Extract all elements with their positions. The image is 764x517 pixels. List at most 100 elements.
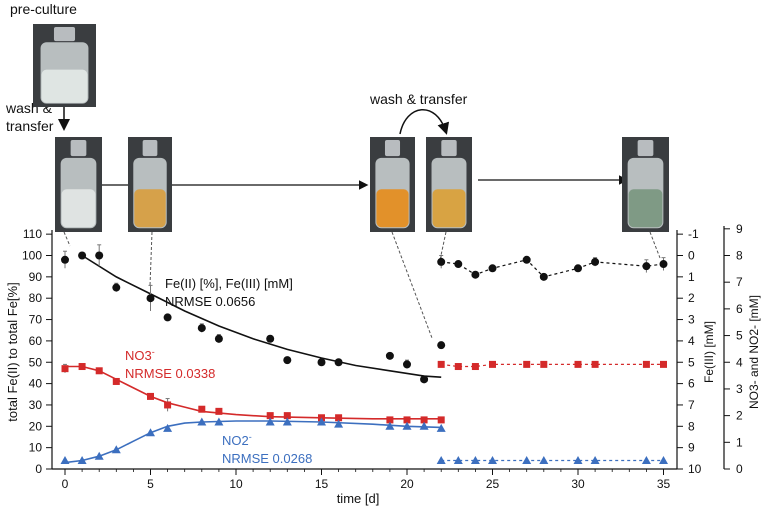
y-fe3-tick-label: 7 bbox=[688, 398, 695, 412]
data-point bbox=[197, 324, 206, 333]
day5-bottle-photo-cap bbox=[142, 140, 158, 157]
data-point bbox=[95, 367, 103, 375]
data-point bbox=[539, 272, 548, 281]
y-axis-no-title: NO3- and NO2- [mM] bbox=[747, 295, 761, 409]
y-fe3-tick-label: 9 bbox=[688, 441, 695, 455]
day5-bottle-photo bbox=[128, 137, 172, 232]
x-tick-label: 15 bbox=[315, 477, 329, 491]
data-point bbox=[642, 360, 650, 368]
data-point bbox=[641, 455, 651, 464]
preculture-bottle-photo-cap bbox=[53, 27, 76, 42]
x-axis-title: time [d] bbox=[337, 491, 380, 506]
data-point bbox=[112, 377, 120, 385]
series-1-line bbox=[441, 259, 664, 278]
data-point bbox=[471, 270, 480, 279]
fe-nrmse: NRMSE 0.0656 bbox=[165, 294, 255, 309]
y-fe3-tick-label: 0 bbox=[688, 249, 695, 263]
no3-sup: - bbox=[152, 347, 155, 357]
day22-bottle-photo-cap bbox=[441, 140, 457, 157]
data-point bbox=[197, 417, 207, 426]
leader-line-day35 bbox=[649, 231, 661, 259]
data-point bbox=[420, 416, 428, 424]
y-left-tick-label: 70 bbox=[29, 313, 43, 327]
day35-bottle-photo-cap bbox=[637, 140, 654, 157]
data-point bbox=[283, 412, 291, 420]
fe-fit bbox=[81, 254, 442, 378]
no3-annotation: NO3- bbox=[125, 347, 155, 363]
data-point bbox=[590, 455, 600, 464]
y-fe3-tick-label: 4 bbox=[688, 334, 695, 348]
y-left-tick-label: 30 bbox=[29, 398, 43, 412]
data-point bbox=[437, 257, 446, 266]
day35-bottle-photo bbox=[622, 137, 669, 232]
y-fe3-tick-label: 5 bbox=[688, 355, 695, 369]
data-point bbox=[77, 455, 87, 464]
y-no-tick-label: 2 bbox=[736, 409, 743, 423]
data-point bbox=[164, 401, 172, 409]
data-point bbox=[386, 416, 394, 424]
data-point bbox=[163, 423, 173, 432]
data-point bbox=[489, 360, 496, 368]
y-left-tick-label: 90 bbox=[29, 270, 43, 284]
x-tick-label: 20 bbox=[400, 477, 414, 491]
y-fe3-tick-label: 1 bbox=[688, 270, 695, 284]
data-point bbox=[437, 341, 446, 350]
no2-annotation: NO2- bbox=[222, 432, 252, 448]
y-fe3-tick-label: 10 bbox=[688, 462, 702, 476]
day35-bottle-photo-liquid bbox=[628, 189, 663, 228]
y-left-tick-label: 40 bbox=[29, 377, 43, 391]
data-point bbox=[317, 358, 326, 367]
leader-line-day0 bbox=[63, 231, 71, 247]
series-2 bbox=[61, 363, 445, 424]
preculture-bottle-photo bbox=[33, 24, 96, 107]
no3-label: NO3 bbox=[125, 348, 152, 363]
day21-bottle-photo-liquid bbox=[376, 189, 409, 228]
day5-bottle-photo-liquid bbox=[134, 189, 166, 228]
y-fe3-tick-label: 3 bbox=[688, 313, 695, 327]
day22-bottle-photo-liquid bbox=[432, 189, 466, 228]
data-point bbox=[420, 375, 429, 384]
data-point bbox=[591, 257, 600, 266]
series-4 bbox=[60, 417, 446, 464]
day22-bottle-photo bbox=[426, 137, 472, 232]
data-point bbox=[454, 363, 462, 371]
y-left-tick-label: 10 bbox=[29, 441, 43, 455]
data-point bbox=[659, 260, 668, 269]
leader-line-day21 bbox=[391, 231, 433, 339]
data-point bbox=[385, 421, 395, 430]
data-point bbox=[403, 360, 411, 369]
y-left-tick-label: 110 bbox=[23, 227, 42, 241]
leader-line-day5 bbox=[149, 231, 153, 287]
data-point bbox=[78, 363, 86, 371]
y-left-tick-label: 60 bbox=[29, 334, 43, 348]
data-point bbox=[266, 412, 274, 420]
data-point bbox=[437, 416, 445, 424]
data-point bbox=[317, 417, 326, 426]
fe-annotation: Fe(II) [%], Fe(III) [mM] bbox=[165, 276, 293, 291]
x-tick-label: 10 bbox=[229, 477, 243, 491]
day0-bottle-photo bbox=[55, 137, 102, 232]
data-point bbox=[436, 423, 446, 432]
series-0 bbox=[61, 244, 446, 384]
series-1 bbox=[437, 255, 668, 281]
no2-sup: - bbox=[249, 432, 252, 442]
data-point bbox=[419, 421, 429, 430]
y-fe3-tick-label: 8 bbox=[688, 419, 695, 433]
y-left-tick-label: 0 bbox=[35, 462, 42, 476]
x-tick-label: 35 bbox=[657, 477, 671, 491]
data-point bbox=[574, 360, 582, 368]
y-no-tick-label: 9 bbox=[736, 222, 743, 236]
y-no-tick-label: 0 bbox=[736, 462, 743, 476]
wash-transfer-label-2: wash & transfer bbox=[369, 91, 468, 107]
y-axis-left-title: total Fe(II) to total Fe[%] bbox=[5, 282, 20, 421]
data-point bbox=[146, 428, 155, 437]
data-point bbox=[163, 313, 172, 322]
day0-bottle-photo-cap bbox=[70, 140, 87, 157]
day0-bottle-photo-liquid bbox=[61, 189, 96, 228]
series-5 bbox=[436, 455, 668, 464]
no3-nrmse: NRMSE 0.0338 bbox=[125, 366, 215, 381]
y-no-tick-label: 6 bbox=[736, 302, 743, 316]
data-point bbox=[540, 360, 548, 368]
